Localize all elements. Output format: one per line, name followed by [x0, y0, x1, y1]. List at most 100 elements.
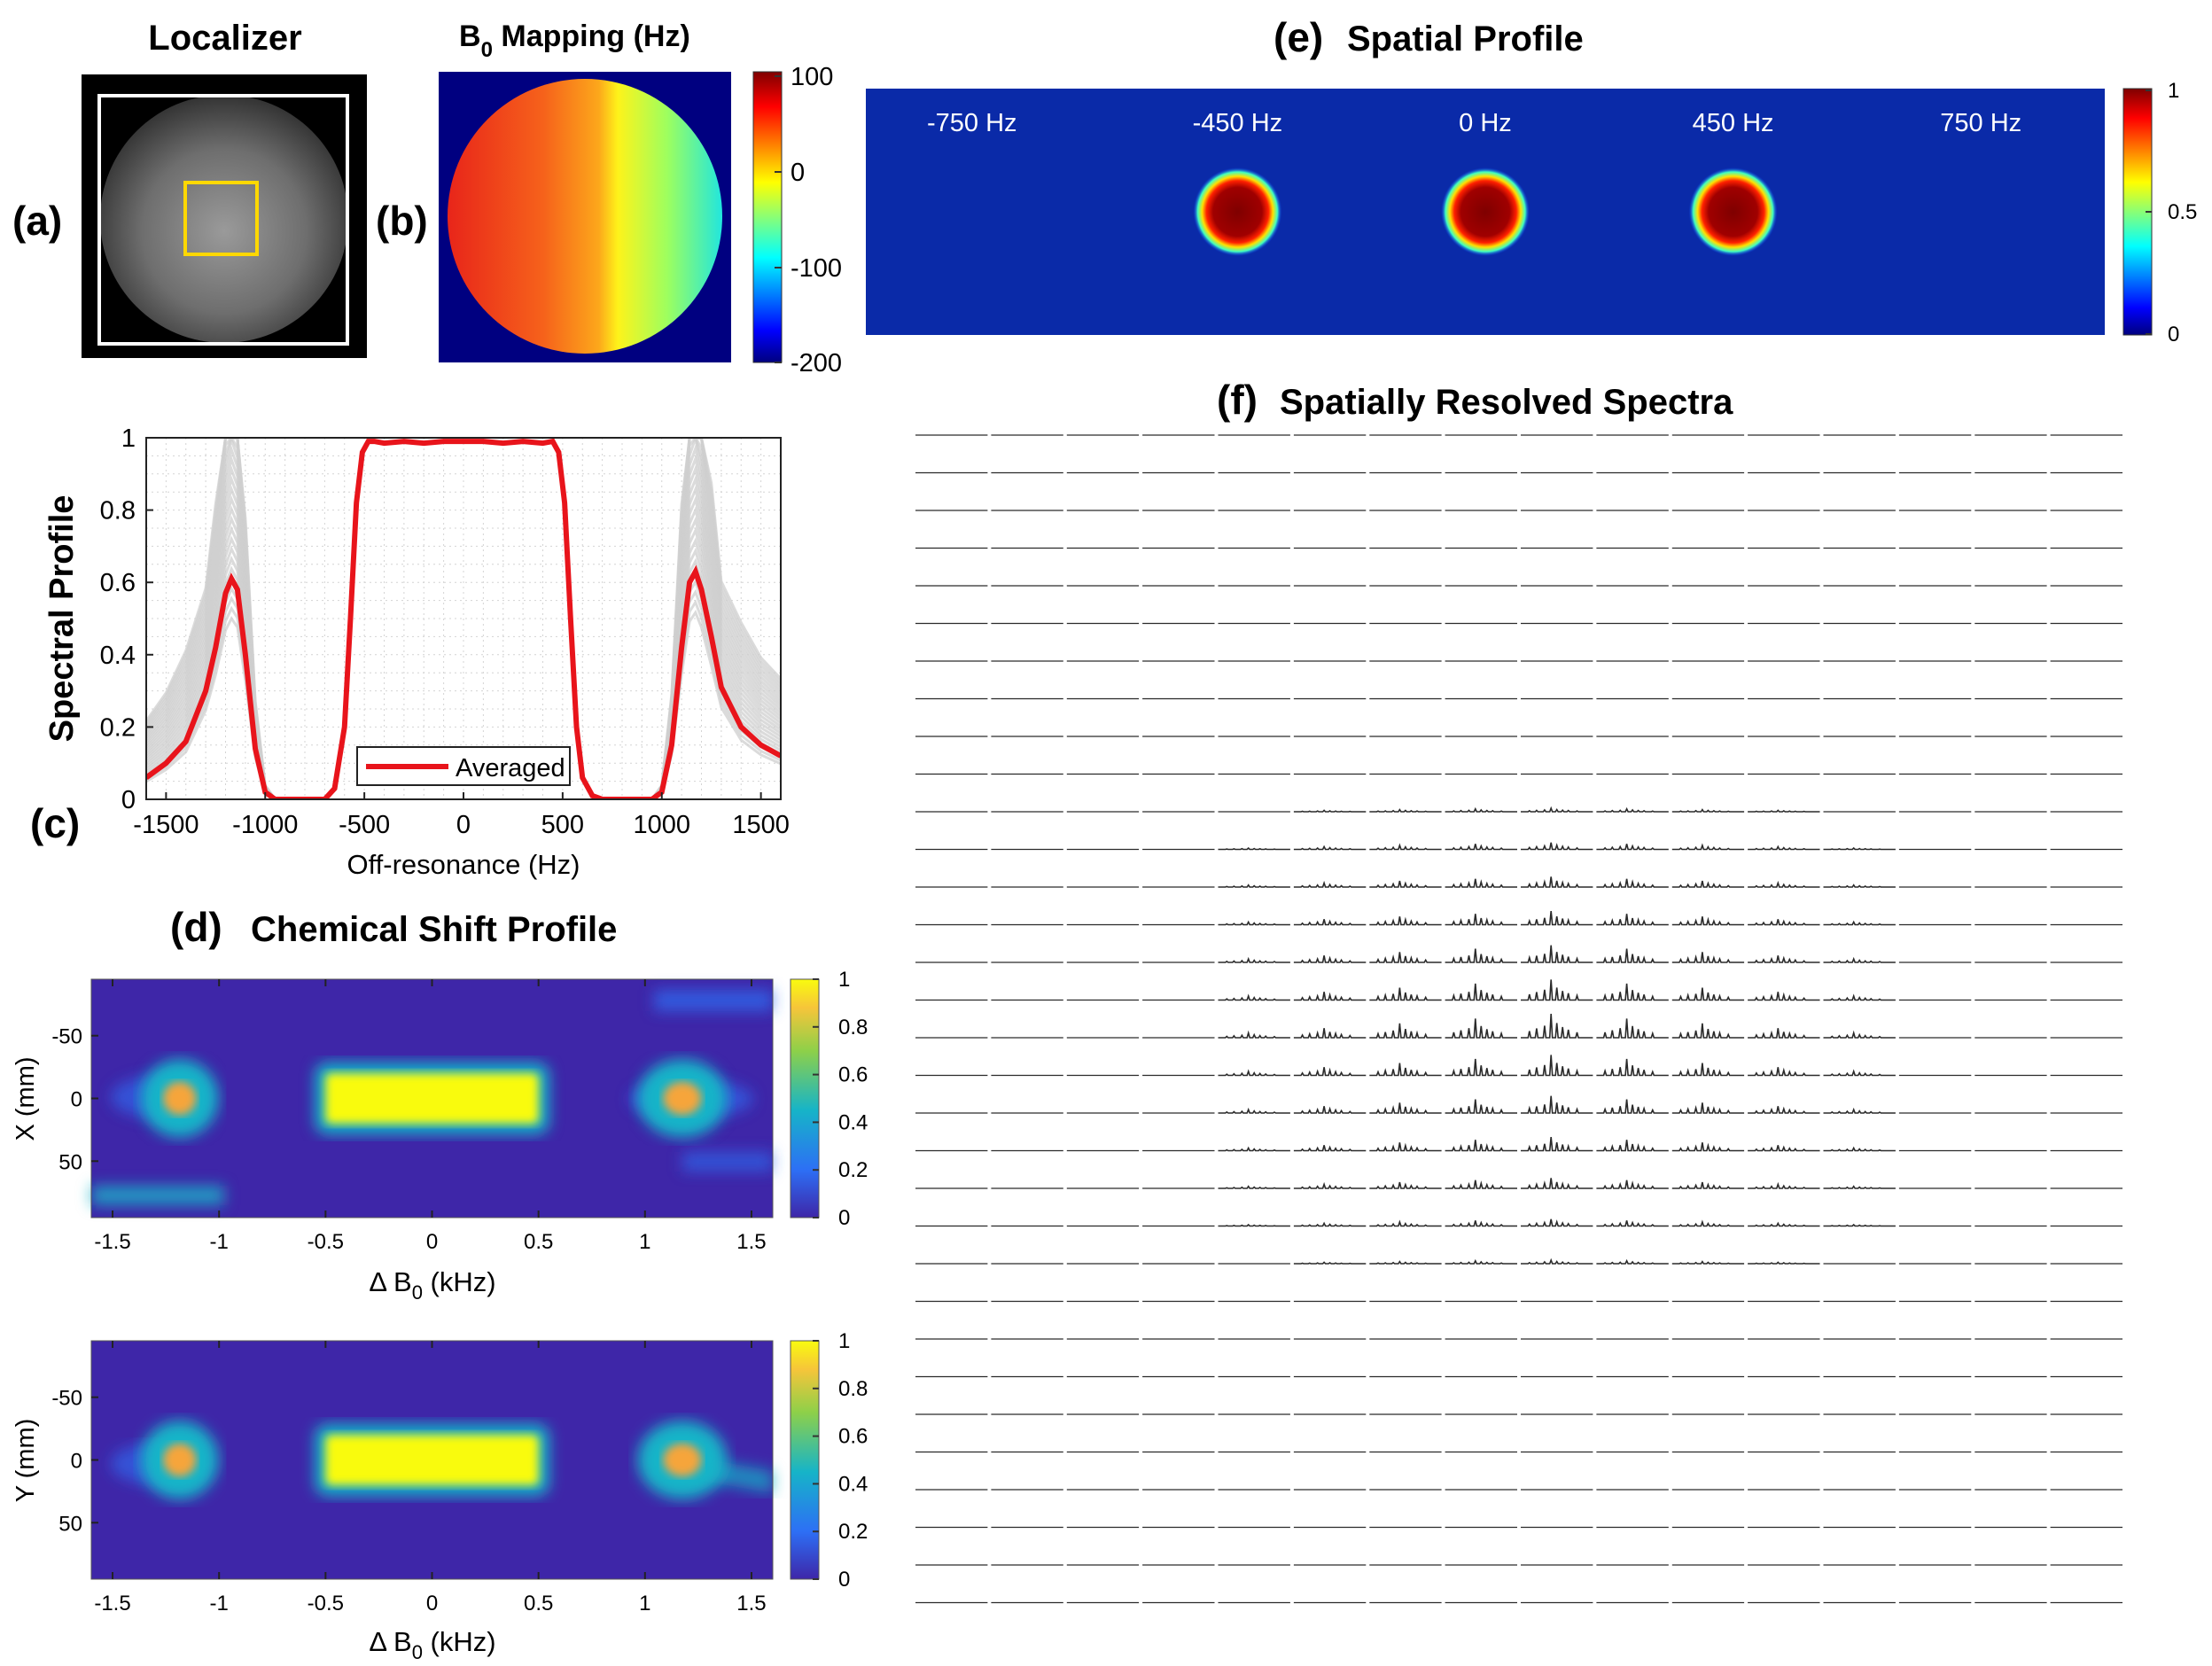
spectral-legend: Averaged [356, 746, 571, 786]
spectrum-trace [1748, 1261, 1820, 1265]
spectrum-trace [1218, 1069, 1290, 1077]
spectrum-trace [1748, 955, 1820, 963]
spectrum-trace [1823, 920, 1896, 926]
y-tick-label: 0.2 [100, 713, 136, 742]
heat-cb-tick-label: 0.2 [838, 1520, 868, 1544]
spatial-colorbar-ticks: 10.50 [2146, 79, 2197, 346]
x-tick-label: 1000 [633, 811, 690, 839]
spectrum-trace [1445, 1258, 1517, 1265]
legend-averaged: Averaged [456, 754, 565, 782]
heat-y-tick-label: 50 [58, 1512, 82, 1536]
heat-x-tick-label: 0.5 [524, 1592, 553, 1615]
panel-b-title: B0 Mapping (Hz) [459, 19, 690, 62]
spectrum-trace [1596, 1258, 1669, 1265]
spectrum-trace [1293, 1106, 1367, 1114]
panel-f-label: (f) [1217, 377, 1258, 423]
spectrum-trace [1823, 1107, 1896, 1114]
spatial-cb-tick-label: 0.5 [2168, 200, 2197, 224]
spectrum-trace [1521, 1178, 1593, 1189]
chemical-shift-x-ticks: -1.5 -1 -0.5 0 0.5 1 1.5 -50 0 50 [51, 979, 767, 1254]
averaged-series-line [146, 438, 781, 799]
heat-x-tick-label: -0.5 [308, 1230, 344, 1254]
spatial-profile-spots [1193, 167, 1778, 256]
spectrum-trace [1823, 1030, 1896, 1039]
spectrum-trace [1521, 1218, 1593, 1227]
spectrum-trace [1596, 983, 1669, 1001]
spectrum-trace [1748, 1145, 1820, 1152]
y-tick-label: 0.8 [100, 497, 136, 525]
spectrum-trace [1293, 955, 1367, 963]
heat-x-tick-label: 1.5 [736, 1592, 766, 1615]
spectrum-trace [1823, 1069, 1896, 1077]
spectrum-trace [1596, 1058, 1669, 1077]
spectrum-trace [1445, 1220, 1517, 1227]
b0-colorbar-tick-label: -200 [791, 349, 842, 378]
spectral-profile-chart: -1500 -1000 -500 0 500 1000 1500 0 0.2 0.4 0.6 0.8 1… [43, 424, 790, 880]
spectrum-trace [1521, 1257, 1593, 1265]
spectrum-trace [1218, 1107, 1290, 1114]
spectrum-trace [1748, 809, 1820, 813]
spectrum-trace [1218, 956, 1290, 963]
heat-cb-tick-label: 1 [838, 1329, 850, 1353]
spectrum-trace [1445, 1058, 1517, 1077]
spectrum-trace [1218, 1146, 1290, 1152]
spectrum-trace [1671, 916, 1745, 926]
heat-cb-tick-label: 0.6 [838, 1063, 868, 1087]
spectrum-trace [1596, 844, 1669, 851]
chemical-shift-y-marks [140, 1421, 728, 1499]
x-tick-label: -500 [339, 811, 390, 839]
heat-cb-tick-label: 0.8 [838, 1377, 868, 1401]
heat-x-tick-label: 1 [639, 1230, 650, 1254]
b0-colorbar-tick-label: -100 [791, 254, 842, 283]
spectrum-trace [1445, 1179, 1517, 1189]
spectrum-trace [1369, 952, 1442, 963]
spectrum-trace [1671, 952, 1745, 963]
spectrum-trace [1521, 1013, 1593, 1039]
chemical-shift-x-colorbar-ticks: 1 0.8 0.6 0.4 0.2 0 [813, 968, 868, 1230]
frequency-label: 0 Hz [1459, 109, 1512, 137]
spectra-grid [915, 434, 2122, 1604]
spectrum-trace [1748, 1221, 1820, 1227]
heatmap-sideband-region [663, 1443, 702, 1477]
y-tick-label: 0 [121, 786, 136, 814]
spectrum-trace [1293, 809, 1367, 813]
spectrum-trace [1521, 979, 1593, 1001]
heat-cb-tick-label: 0.8 [838, 1016, 868, 1039]
heat-y-tick-label: -50 [51, 1387, 82, 1411]
spectrum-trace [1671, 843, 1745, 851]
heatmap-passband-region [325, 1073, 539, 1124]
spectrum-trace [1369, 1219, 1442, 1227]
chemical-shift-x-xlabel: Δ B0 (kHz) [369, 1266, 495, 1304]
b0-map-image [439, 72, 731, 362]
spectrum-trace [1369, 1260, 1442, 1265]
heat-y-tick-label: -50 [51, 1025, 82, 1049]
spectrum-trace [1823, 884, 1896, 888]
spectral-ylabel: Spectral Profile [43, 495, 81, 743]
spectrum-trace [1445, 1140, 1517, 1152]
spectrum-trace [1521, 945, 1593, 963]
heat-cb-tick-label: 1 [838, 968, 850, 992]
spectrum-trace [1521, 842, 1593, 851]
spatial-spot [1193, 167, 1282, 256]
spectrum-trace [1293, 1028, 1367, 1039]
localizer-image [82, 74, 367, 358]
heat-cb-tick-label: 0.6 [838, 1425, 868, 1449]
heat-x-tick-label: -1 [210, 1592, 229, 1615]
spectrum-trace [1596, 914, 1669, 926]
panel-b-label: (b) [376, 198, 428, 244]
spectrum-trace [1445, 914, 1517, 926]
spectrum-trace [1293, 1221, 1367, 1227]
heat-x-tick-label: 1 [639, 1592, 650, 1615]
spatial-spot [1688, 167, 1778, 256]
spectrum-trace [1369, 1023, 1442, 1039]
spectrum-trace [1823, 846, 1896, 851]
spectrum-trace [1445, 983, 1517, 1001]
b0-colorbar-tick-label: 0 [791, 159, 805, 187]
spectrum-trace [1445, 1018, 1517, 1039]
x-tick-label: 1500 [732, 811, 790, 839]
x-tick-label: 0 [456, 811, 471, 839]
panel-e-label: (e) [1273, 14, 1323, 60]
spectrum-trace [1671, 1260, 1745, 1265]
panel-d-title: Chemical Shift Profile [251, 910, 617, 949]
